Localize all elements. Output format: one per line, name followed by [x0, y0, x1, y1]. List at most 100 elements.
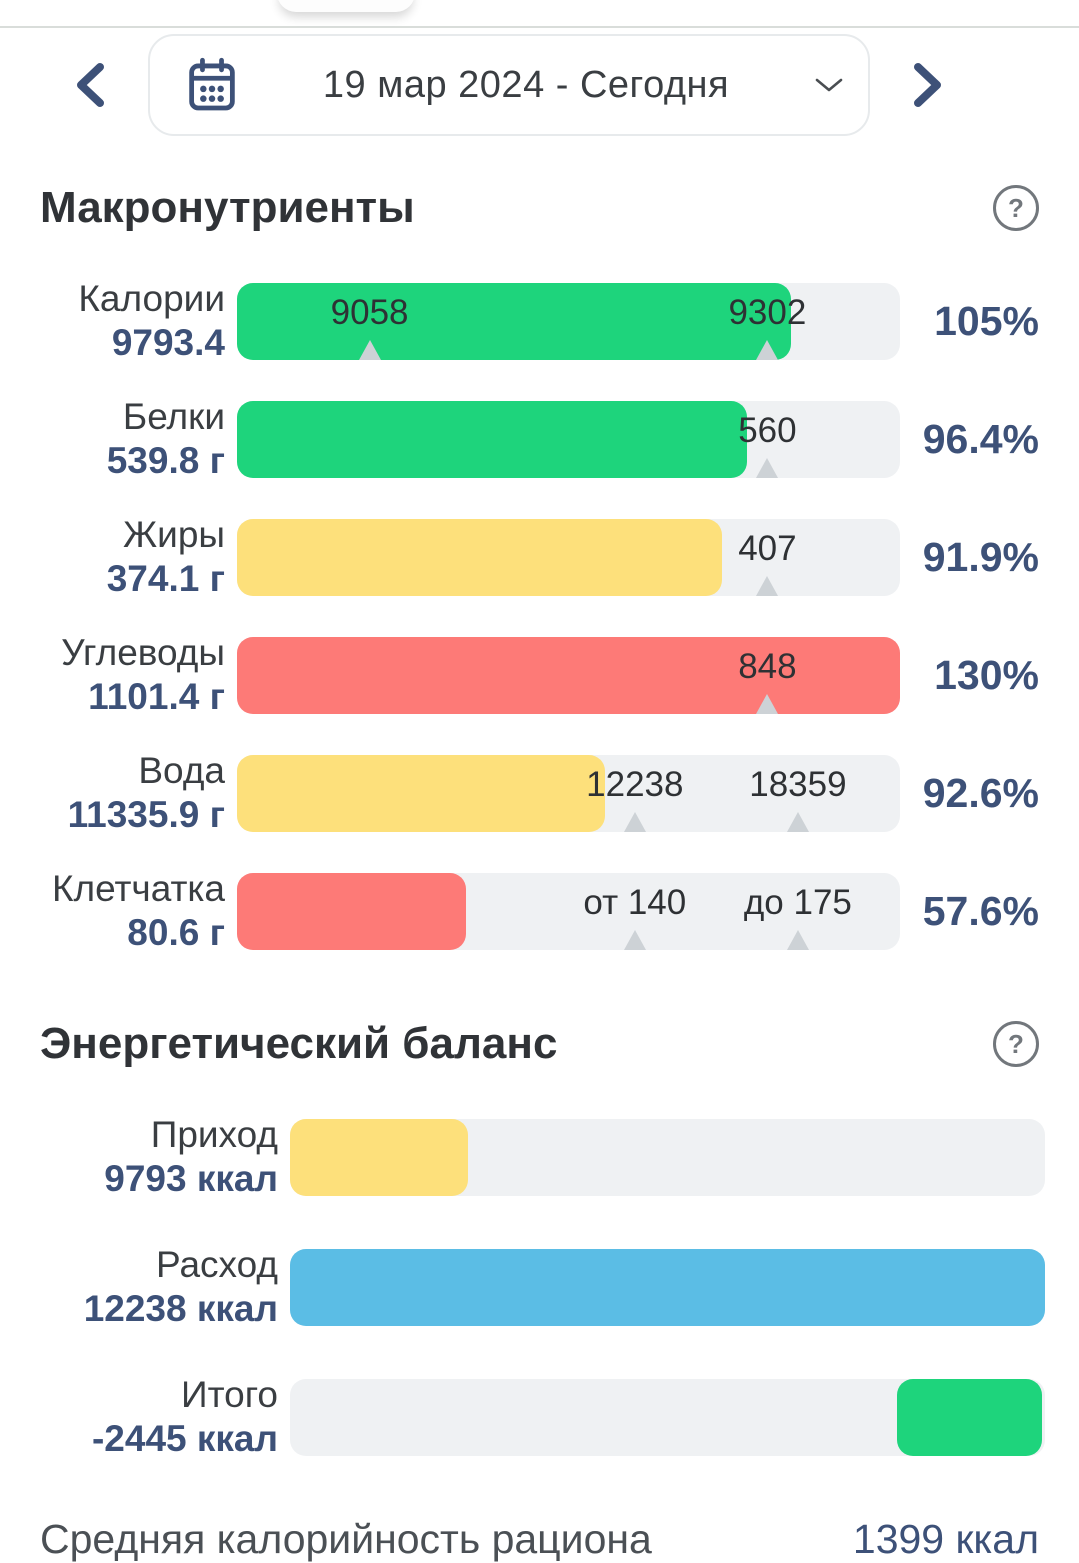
top-divider-strip [0, 0, 1079, 28]
energy-label-block: Расход 12238 ккал [40, 1243, 278, 1332]
energy-rows: Приход 9793 ккал Расход 12238 ккал Итого… [40, 1114, 1045, 1459]
macro-label-block: Клетчатка 80.6 г [40, 867, 225, 956]
macro-label-block: Белки 539.8 г [40, 395, 225, 484]
bar-marker-label: 9058 [330, 292, 409, 332]
energy-row-total: Итого -2445 ккал [40, 1374, 1045, 1459]
energy-row-intake: Приход 9793 ккал [40, 1114, 1045, 1199]
macro-value: 1101.4 г [88, 676, 225, 718]
energy-value: 9793 ккал [104, 1158, 278, 1200]
macro-value: 539.8 г [106, 440, 225, 482]
prev-date-button[interactable] [40, 37, 140, 133]
bar-marker-label: 407 [738, 528, 797, 568]
bar-marker-tick [786, 929, 809, 950]
macro-percent: 91.9% [922, 533, 1039, 580]
help-icon[interactable]: ? [993, 1021, 1039, 1068]
section-title-energy: Энергетический баланс [40, 1018, 558, 1068]
macros-rows: Калории 9793.4 9058 9302 105% Белки 539.8… [40, 278, 1039, 953]
macro-percent: 105% [934, 297, 1039, 344]
macro-bar: 12238 18359 [237, 754, 900, 832]
energy-row-expense: Расход 12238 ккал [40, 1244, 1045, 1329]
bar-marker-tick [756, 575, 779, 596]
macro-row-proteins: Белки 539.8 г 560 96.4% [40, 396, 1039, 481]
next-date-button[interactable] [878, 37, 978, 133]
bar-marker-label: 560 [738, 410, 797, 450]
macro-bar-fill [237, 400, 747, 478]
help-icon[interactable]: ? [993, 185, 1039, 232]
top-pill-remnant [277, 0, 415, 12]
macro-bar-fill [237, 518, 723, 596]
macro-label-block: Вода 11335.9 г [40, 749, 225, 838]
macro-name: Калории [78, 277, 225, 319]
macro-value: 80.6 г [127, 912, 225, 954]
energy-section-header: Энергетический баланс ? [40, 1018, 1039, 1071]
chevron-right-icon [911, 63, 945, 107]
macro-bar: 848 [237, 636, 900, 714]
macro-value: 9793.4 [111, 322, 225, 364]
macro-bar-fill [237, 282, 792, 360]
energy-label-block: Итого -2445 ккал [40, 1373, 278, 1462]
macro-label-block: Углеводы 1101.4 г [40, 631, 225, 720]
macro-name: Вода [138, 749, 225, 791]
chevron-down-icon [814, 76, 844, 94]
energy-bar [290, 1378, 1045, 1456]
section-title-macros: Макронутриенты [40, 183, 415, 232]
macro-percent: 96.4% [922, 415, 1039, 462]
macro-name: Белки [122, 395, 225, 437]
summary-value: 1399 ккал [852, 1515, 1039, 1562]
macro-percent: 92.6% [922, 769, 1039, 816]
energy-bar [290, 1248, 1045, 1326]
bar-marker-tick [358, 339, 381, 360]
macro-bar: 9058 9302 [237, 282, 900, 360]
macro-name: Клетчатка [51, 867, 225, 909]
date-selector[interactable]: 19 мар 2024 - Сегодня [148, 34, 870, 136]
energy-bar-fill [290, 1118, 469, 1196]
energy-label-block: Приход 9793 ккал [40, 1113, 278, 1202]
macro-percent: 130% [934, 651, 1039, 698]
energy-name: Итого [181, 1373, 278, 1415]
macro-name: Углеводы [61, 631, 225, 673]
macro-row-water: Вода 11335.9 г 12238 18359 92.6% [40, 750, 1039, 835]
macro-row-carbs: Углеводы 1101.4 г 848 130% [40, 632, 1039, 717]
macro-label-block: Калории 9793.4 [40, 277, 225, 366]
macro-value: 374.1 г [106, 558, 225, 600]
macro-row-calories: Калории 9793.4 9058 9302 105% [40, 278, 1039, 363]
macro-row-fats: Жиры 374.1 г 407 91.9% [40, 514, 1039, 599]
energy-name: Расход [156, 1243, 278, 1285]
bar-marker-tick [786, 811, 809, 832]
bar-marker-label: 12238 [586, 764, 684, 804]
energy-bar [290, 1118, 1045, 1196]
macro-row-fiber: Клетчатка 80.6 г от 140 до 175 57.6% [40, 868, 1039, 953]
macro-percent: 57.6% [922, 887, 1039, 934]
macro-bar-fill [237, 636, 900, 714]
summary-label: Средняя калорийность рациона [40, 1515, 652, 1562]
chevron-left-icon [73, 63, 107, 107]
macro-bar: 407 [237, 518, 900, 596]
macro-name: Жиры [122, 513, 225, 555]
macro-bar-fill [237, 754, 605, 832]
bar-marker-label: 18359 [749, 764, 847, 804]
date-range-label: 19 мар 2024 - Сегодня [322, 63, 730, 106]
bar-marker-label: 9302 [728, 292, 807, 332]
macro-value: 11335.9 г [67, 794, 225, 836]
energy-name: Приход [150, 1113, 278, 1155]
macro-bar: от 140 до 175 [237, 872, 900, 950]
average-calories-summary: Средняя калорийность рациона 1399 ккал [40, 1516, 1039, 1563]
macro-bar-fill [237, 872, 466, 950]
date-nav: 19 мар 2024 - Сегодня [40, 34, 1039, 136]
macro-bar: 560 [237, 400, 900, 478]
macros-section-header: Макронутриенты ? [40, 182, 1039, 235]
bar-marker-label: от 140 [583, 882, 687, 922]
bar-marker-tick [623, 929, 646, 950]
bar-marker-label: 848 [738, 646, 797, 686]
bar-marker-tick [623, 811, 646, 832]
macro-label-block: Жиры 374.1 г [40, 513, 225, 602]
bar-marker-tick [756, 457, 779, 478]
bar-marker-label: до 175 [743, 882, 852, 922]
energy-bar-fill [897, 1378, 1042, 1456]
energy-value: 12238 ккал [83, 1288, 278, 1330]
energy-value: -2445 ккал [91, 1418, 278, 1460]
energy-bar-fill [290, 1248, 1045, 1326]
calendar-icon [186, 56, 238, 114]
bar-marker-tick [756, 693, 779, 714]
bar-marker-tick [756, 339, 779, 360]
